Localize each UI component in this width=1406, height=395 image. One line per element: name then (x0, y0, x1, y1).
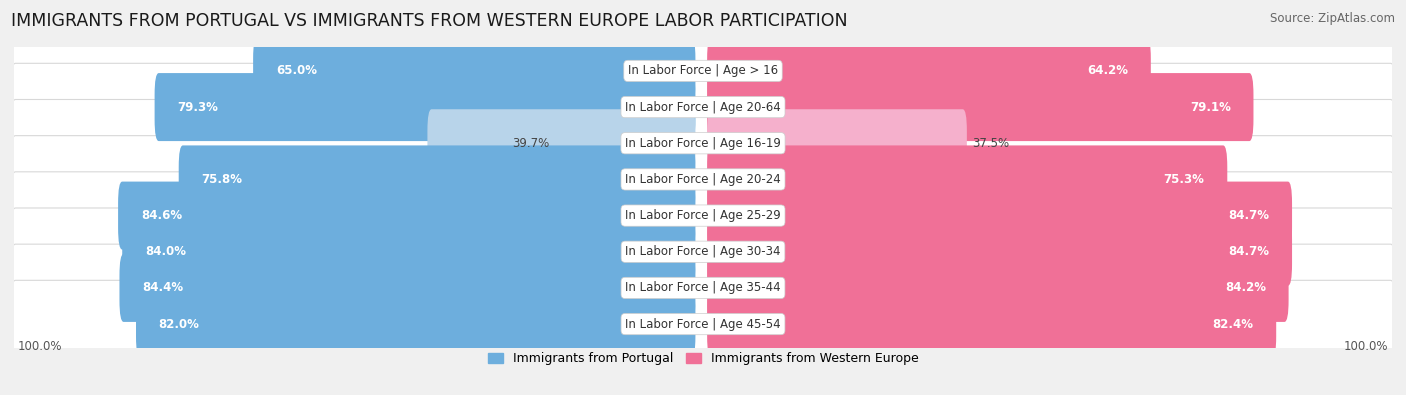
FancyBboxPatch shape (10, 100, 1396, 187)
Text: Source: ZipAtlas.com: Source: ZipAtlas.com (1270, 12, 1395, 25)
Text: 64.2%: 64.2% (1087, 64, 1128, 77)
Text: 100.0%: 100.0% (1344, 340, 1389, 353)
FancyBboxPatch shape (10, 135, 1396, 223)
Legend: Immigrants from Portugal, Immigrants from Western Europe: Immigrants from Portugal, Immigrants fro… (488, 352, 918, 365)
FancyBboxPatch shape (707, 109, 967, 177)
Text: 84.4%: 84.4% (142, 281, 183, 294)
Text: In Labor Force | Age 45-54: In Labor Force | Age 45-54 (626, 318, 780, 331)
Text: 65.0%: 65.0% (276, 64, 316, 77)
Text: In Labor Force | Age > 16: In Labor Force | Age > 16 (628, 64, 778, 77)
FancyBboxPatch shape (253, 37, 696, 105)
Text: 84.6%: 84.6% (141, 209, 181, 222)
Text: In Labor Force | Age 25-29: In Labor Force | Age 25-29 (626, 209, 780, 222)
FancyBboxPatch shape (179, 145, 696, 213)
Text: 84.2%: 84.2% (1225, 281, 1265, 294)
FancyBboxPatch shape (122, 218, 696, 286)
Text: In Labor Force | Age 20-24: In Labor Force | Age 20-24 (626, 173, 780, 186)
Text: 84.7%: 84.7% (1229, 209, 1270, 222)
FancyBboxPatch shape (120, 254, 696, 322)
Text: 79.3%: 79.3% (177, 101, 218, 114)
FancyBboxPatch shape (10, 172, 1396, 260)
Text: 39.7%: 39.7% (512, 137, 548, 150)
Text: In Labor Force | Age 20-64: In Labor Force | Age 20-64 (626, 101, 780, 114)
Text: 37.5%: 37.5% (972, 137, 1010, 150)
FancyBboxPatch shape (707, 290, 1277, 358)
Text: 100.0%: 100.0% (17, 340, 62, 353)
FancyBboxPatch shape (10, 27, 1396, 115)
Text: IMMIGRANTS FROM PORTUGAL VS IMMIGRANTS FROM WESTERN EUROPE LABOR PARTICIPATION: IMMIGRANTS FROM PORTUGAL VS IMMIGRANTS F… (11, 12, 848, 30)
FancyBboxPatch shape (707, 218, 1292, 286)
Text: 75.8%: 75.8% (201, 173, 242, 186)
Text: In Labor Force | Age 30-34: In Labor Force | Age 30-34 (626, 245, 780, 258)
FancyBboxPatch shape (10, 208, 1396, 295)
Text: In Labor Force | Age 16-19: In Labor Force | Age 16-19 (626, 137, 780, 150)
FancyBboxPatch shape (136, 290, 696, 358)
Text: 79.1%: 79.1% (1189, 101, 1230, 114)
Text: 84.0%: 84.0% (145, 245, 186, 258)
Text: 84.7%: 84.7% (1229, 245, 1270, 258)
FancyBboxPatch shape (427, 109, 696, 177)
FancyBboxPatch shape (10, 244, 1396, 332)
FancyBboxPatch shape (118, 182, 696, 250)
FancyBboxPatch shape (707, 37, 1152, 105)
FancyBboxPatch shape (707, 73, 1254, 141)
Text: 75.3%: 75.3% (1164, 173, 1205, 186)
FancyBboxPatch shape (10, 280, 1396, 368)
FancyBboxPatch shape (155, 73, 696, 141)
FancyBboxPatch shape (707, 254, 1289, 322)
Text: 82.0%: 82.0% (159, 318, 200, 331)
Text: In Labor Force | Age 35-44: In Labor Force | Age 35-44 (626, 281, 780, 294)
Text: 82.4%: 82.4% (1212, 318, 1254, 331)
FancyBboxPatch shape (707, 182, 1292, 250)
FancyBboxPatch shape (10, 63, 1396, 151)
FancyBboxPatch shape (707, 145, 1227, 213)
